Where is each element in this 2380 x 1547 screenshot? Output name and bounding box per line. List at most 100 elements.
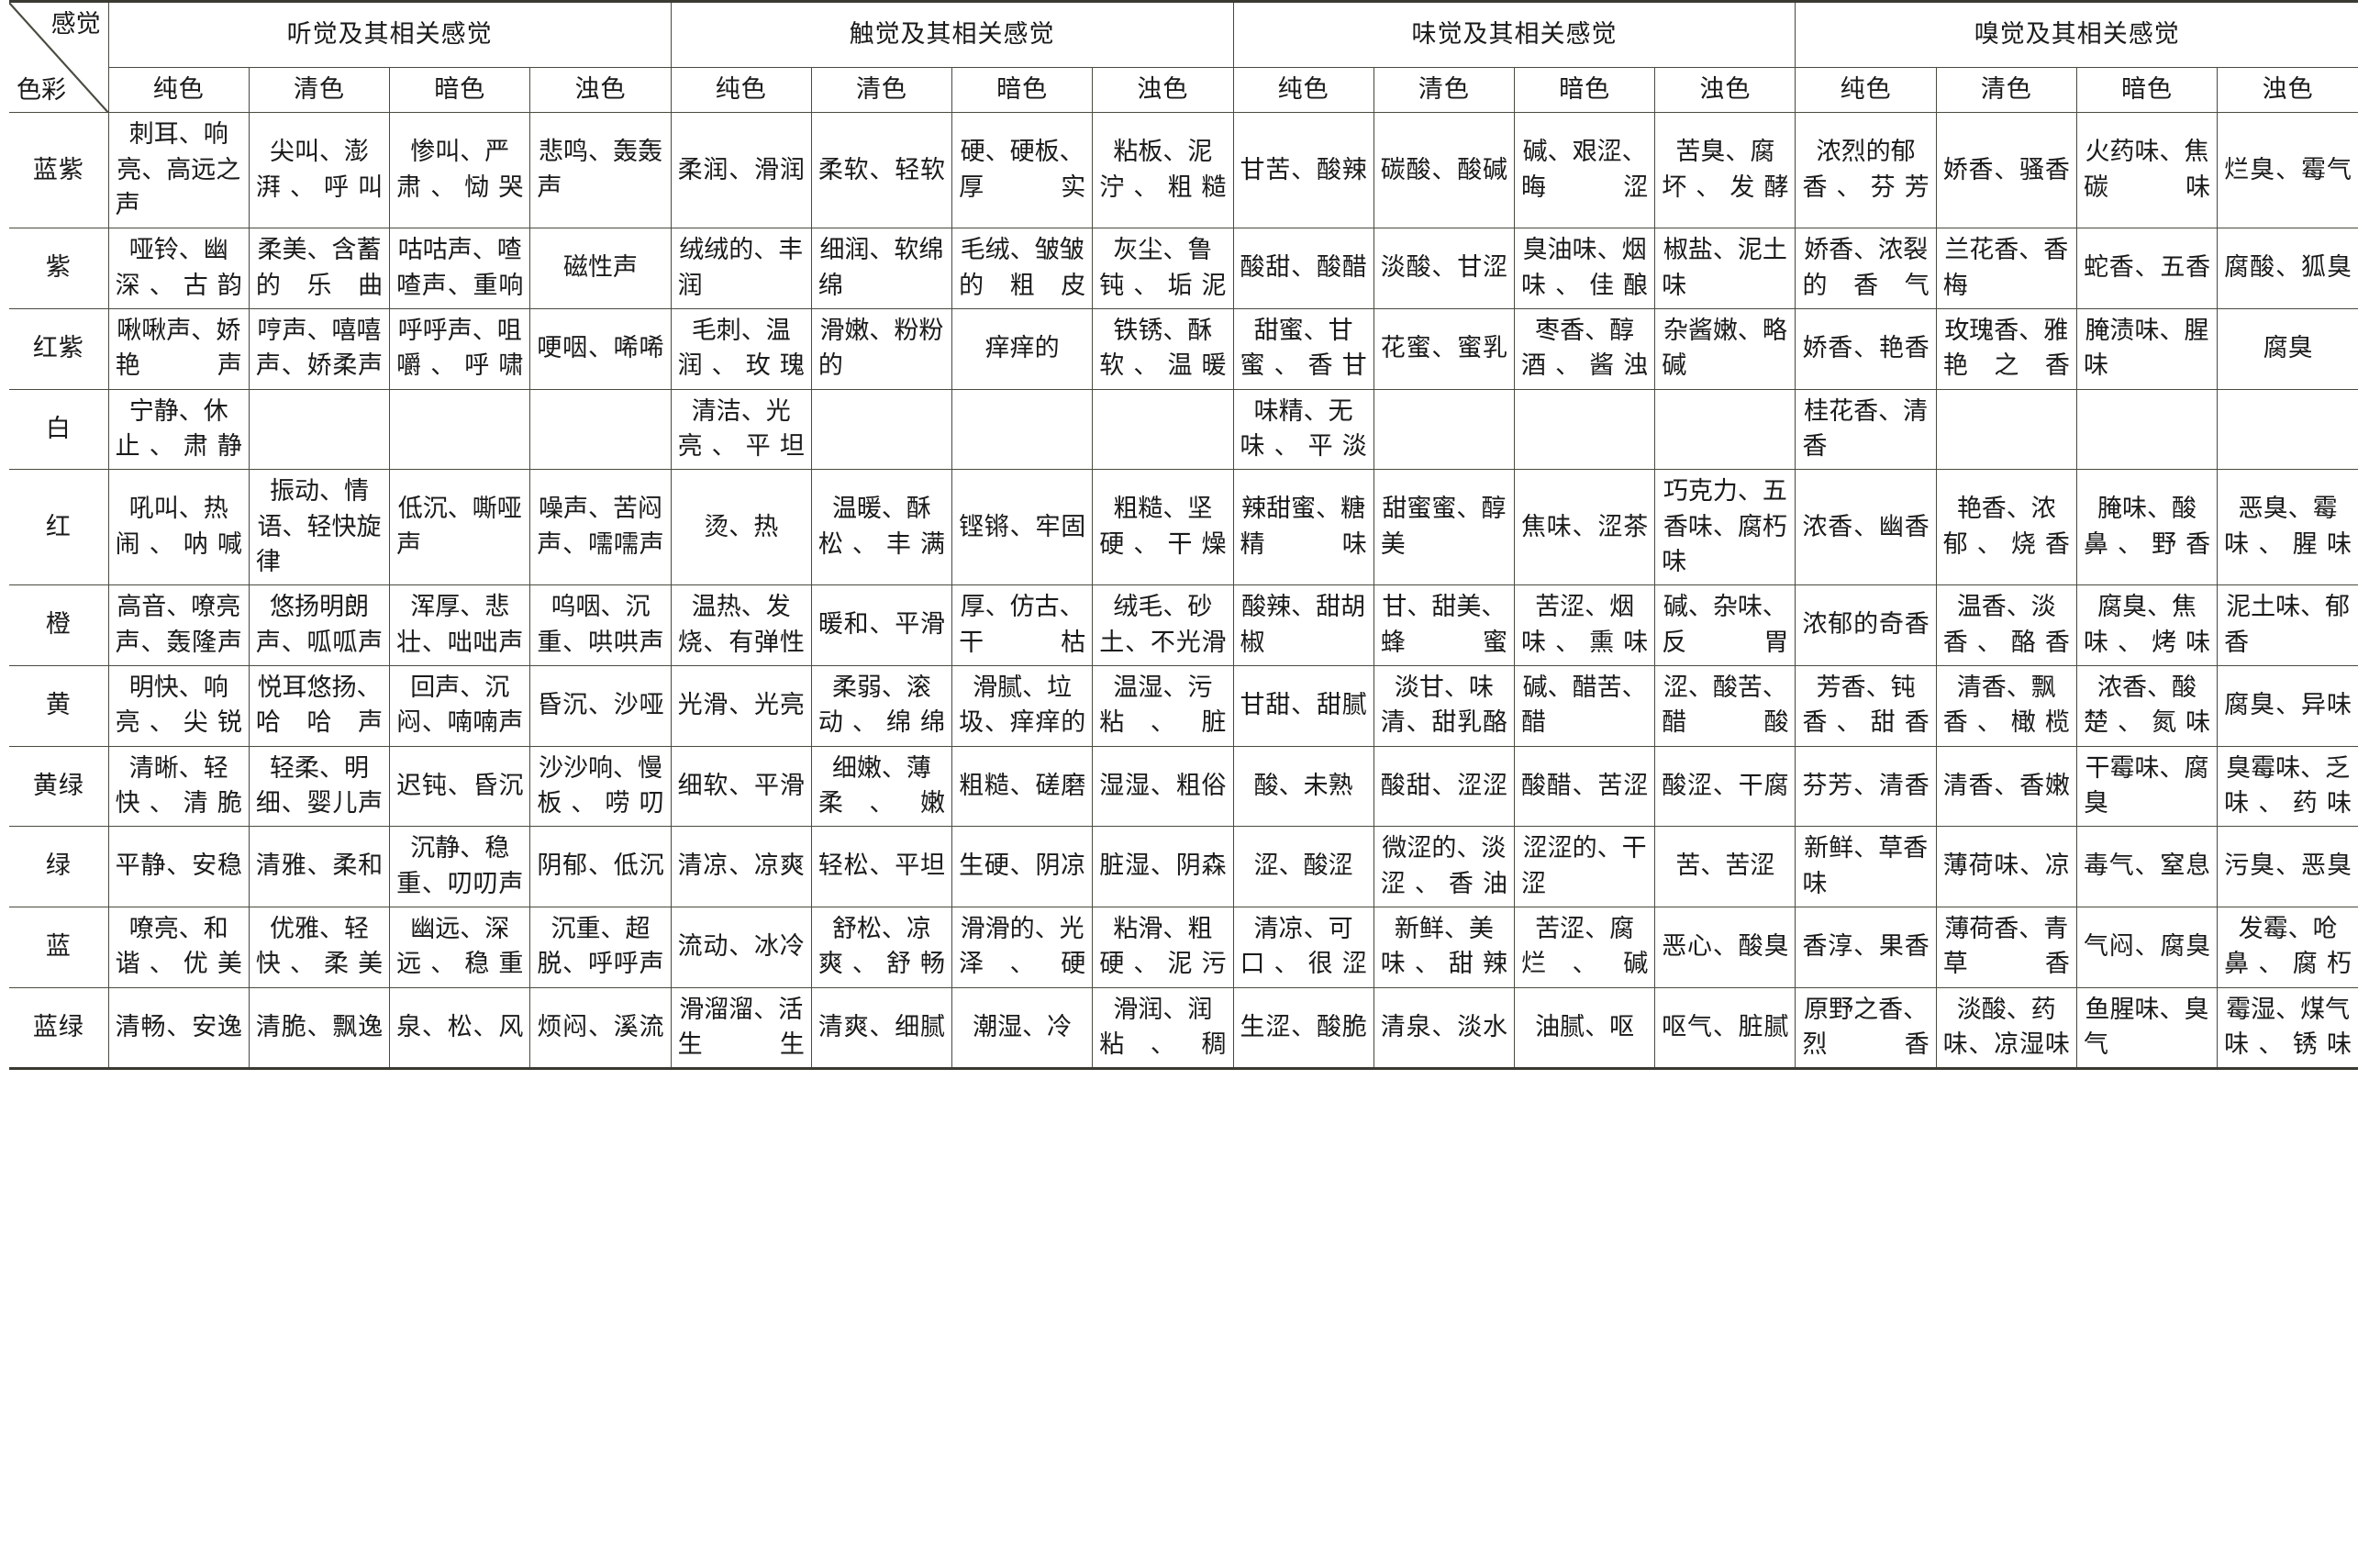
- table-cell: 呕气、脏腻: [1654, 986, 1796, 1069]
- table-cell: 清泉、淡水: [1373, 986, 1516, 1069]
- table-cell: 清畅、安逸: [107, 986, 250, 1069]
- table-cell: 椒盐、泥土味: [1654, 228, 1796, 309]
- table-cell: 碳酸、酸碱: [1373, 112, 1516, 229]
- table-cell: 潮湿、冷: [951, 986, 1094, 1069]
- table-cell: 淡甘、味清、甜乳酪: [1373, 664, 1516, 747]
- subheader-touch-dark: 暗色: [951, 66, 1094, 114]
- table-cell: 涩涩的、干涩: [1513, 826, 1656, 907]
- table-cell: 昏沉、沙哑: [529, 664, 672, 747]
- table-cell: [951, 388, 1094, 471]
- table-cell: 滑腻、垃圾、痒痒的: [951, 664, 1094, 747]
- table-cell: 清脆、飘逸: [248, 986, 391, 1069]
- table-cell: 兰花香、香梅: [1935, 228, 2077, 309]
- table-cell: 干霉味、腐臭: [2075, 745, 2219, 828]
- table-cell: 呜咽、沉重、哄哄声: [529, 584, 672, 666]
- table-cell: 毛刺、温润、玫瑰: [670, 307, 812, 390]
- table-cell: 花蜜、蜜乳: [1373, 307, 1516, 390]
- table-cell: 新鲜、美味、甜辣: [1373, 906, 1516, 988]
- table-cell: 火药味、焦碳味: [2075, 112, 2219, 229]
- table-cell: 腐酸、狐臭: [2217, 228, 2358, 309]
- table-cell: 苦、苦涩: [1654, 826, 1796, 907]
- table-cell: 轻柔、明细、婴儿声: [248, 745, 391, 828]
- table-cell: 平静、安稳: [107, 826, 250, 907]
- table-cell: 香淳、果香: [1795, 906, 1937, 988]
- subheader-taste-clear: 清色: [1373, 66, 1516, 114]
- subheader-hearing-dark: 暗色: [389, 66, 531, 114]
- table-cell: 啾啾声、娇艳声: [107, 307, 250, 390]
- table-cell: 清雅、柔和: [248, 826, 391, 907]
- table-cell: 吼叫、热闹、呐喊: [107, 469, 250, 586]
- table-cell: 烫、热: [670, 469, 812, 586]
- table-head: 感觉 色彩 听觉及其相关感觉 触觉及其相关感觉 味觉及其相关感觉 嗅觉及其相关感…: [9, 1, 2358, 114]
- table-cell: 腐臭、焦味、烤味: [2075, 584, 2219, 666]
- table-cell: 新鲜、草香味: [1795, 826, 1937, 907]
- table-cell: 柔软、轻软: [810, 112, 953, 229]
- table-cell: 毛绒、皱皱的粗皮: [951, 228, 1094, 309]
- table-cell: [1373, 388, 1516, 471]
- table-cell: 滑溜溜、活生生: [670, 986, 812, 1069]
- table-cell: 温热、发烧、有弹性: [670, 584, 812, 666]
- table-cell: 酸辣、甜胡椒: [1232, 584, 1374, 666]
- table-cell: 清香、飘香、橄榄: [1935, 664, 2077, 747]
- table-cell: 污臭、恶臭: [2217, 826, 2358, 907]
- row-header-color: 黄: [9, 664, 109, 747]
- table-cell: 腐臭、异味: [2217, 664, 2358, 747]
- table-cell: 清洁、光亮、平坦: [670, 388, 812, 471]
- table-cell: 薄荷香、青草香: [1935, 906, 2077, 988]
- table-row: 黄明快、响亮、尖锐 悦耳悠扬、哈哈声 回声、沉闷、喃喃声 昏沉、沙哑 光滑、光亮 柔弱、滚…: [9, 664, 2358, 747]
- table-cell: 浓香、幽香: [1795, 469, 1937, 586]
- table-cell: 清凉、凉爽: [670, 826, 812, 907]
- table-cell: 铿锵、牢固: [951, 469, 1094, 586]
- subheader-touch-pure: 纯色: [670, 66, 812, 114]
- subheader-taste-pure: 纯色: [1232, 66, 1374, 114]
- table-row: 橙高音、嘹亮声、轰隆声 悠扬明朗声、呱呱声 浑厚、悲壮、咄咄声 呜咽、沉重、哄哄声 温热…: [9, 584, 2358, 666]
- table-cell: 咕咕声、喳喳声、重响: [389, 228, 531, 309]
- table-cell: 硬、硬板、厚实: [951, 112, 1094, 229]
- table-cell: 腌渍味、腥味: [2075, 307, 2219, 390]
- table-cell: 腐臭: [2217, 307, 2358, 390]
- table-cell: 明快、响亮、尖锐: [107, 664, 250, 747]
- table-cell: 味精、无味、平淡: [1232, 388, 1374, 471]
- group-header-hearing: 听觉及其相关感觉: [107, 1, 672, 68]
- table-cell: 芳香、钝香、甜香: [1795, 664, 1937, 747]
- table-row: 紫哑铃、幽深、古韵 柔美、含蓄的乐曲 咕咕声、喳喳声、重响 磁性声 绒绒的、丰润 细润、软…: [9, 228, 2358, 309]
- table-cell: 滑滑的、光泽、硬: [951, 906, 1094, 988]
- table-cell: 浓烈的郁香、芬芳: [1795, 112, 1937, 229]
- table-cell: 淡酸、药味、凉湿味: [1935, 986, 2077, 1069]
- row-header-color: 绿: [9, 826, 109, 907]
- table-cell: 沉重、超脱、呼呼声: [529, 906, 672, 988]
- table-cell: 鱼腥味、臭气: [2075, 986, 2219, 1069]
- table-cell: 毒气、窒息: [2075, 826, 2219, 907]
- table-cell: 发霉、呛鼻、腐朽: [2217, 906, 2358, 988]
- table-cell: 浑厚、悲壮、咄咄声: [389, 584, 531, 666]
- table-cell: 原野之香、烈香: [1795, 986, 1937, 1069]
- table-cell: 湿湿、粗俗: [1092, 745, 1234, 828]
- table-body: 蓝紫 刺耳、响亮、高远之声 尖叫、澎湃、呼叫 惨叫、严肃、恸哭 悲鸣、轰轰声 柔润、滑润柔…: [9, 112, 2358, 1069]
- color-sensation-table: 感觉 色彩 听觉及其相关感觉 触觉及其相关感觉 味觉及其相关感觉 嗅觉及其相关感…: [9, 0, 2358, 1071]
- subheader-hearing-clear: 清色: [248, 66, 391, 114]
- table-cell: 粘滑、粗硬、泥污: [1092, 906, 1234, 988]
- table-cell: 滑嫩、粉粉的: [810, 307, 953, 390]
- table-cell: 霉湿、煤气味、锈味: [2217, 986, 2358, 1069]
- table-cell: [810, 388, 953, 471]
- table-cell: 低沉、嘶哑声: [389, 469, 531, 586]
- table-cell: 细润、软绵绵: [810, 228, 953, 309]
- table-cell: 芬芳、清香: [1795, 745, 1937, 828]
- diagonal-divider-icon: [9, 3, 108, 112]
- subheader-smell-muddy: 浊色: [2217, 66, 2358, 114]
- table-cell: 粗糙、磋磨: [951, 745, 1094, 828]
- table-cell: 甘、甜美、蜂蜜: [1373, 584, 1516, 666]
- table-cell: 嘹亮、和谐、优美: [107, 906, 250, 988]
- corner-label-color: 色彩: [17, 76, 66, 105]
- row-header-color: 黄绿: [9, 745, 109, 828]
- table-cell: 甘苦、酸辣: [1232, 112, 1374, 229]
- table-cell: 沉静、稳重、叨叨声: [389, 826, 531, 907]
- table-cell: 涩、酸苦、醋酸: [1654, 664, 1796, 747]
- table-cell: 磁性声: [529, 228, 672, 309]
- table-cell: 宁静、休止、肃静: [107, 388, 250, 471]
- group-header-touch: 触觉及其相关感觉: [670, 1, 1234, 68]
- row-header-color: 白: [9, 388, 109, 471]
- table-cell: 哑铃、幽深、古韵: [107, 228, 250, 309]
- table-cell: 恶心、酸臭: [1654, 906, 1796, 988]
